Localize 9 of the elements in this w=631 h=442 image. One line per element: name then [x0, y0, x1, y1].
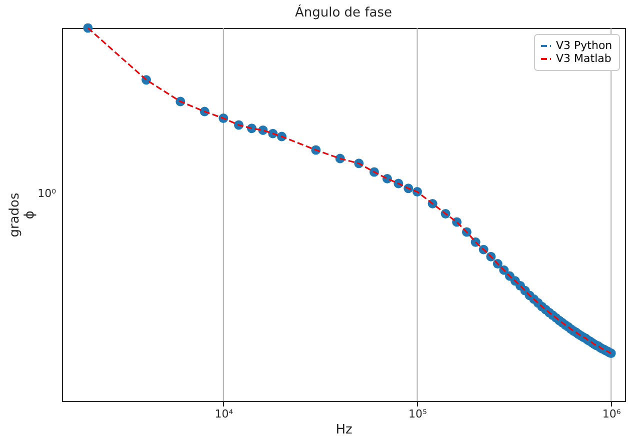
legend-label: V3 Matlab — [556, 52, 612, 65]
x-tick-label: 10⁵ — [408, 408, 427, 420]
text: 10⁰ — [38, 187, 57, 200]
x-tick-label: 10⁴ — [214, 408, 234, 420]
chart-title: Ángulo de fase — [294, 3, 392, 20]
legend-label: V3 Python — [556, 39, 612, 52]
y-axis-title: grados ϕ — [8, 192, 38, 238]
x-axis-title: Hz — [336, 422, 352, 438]
x-tick-label: 10⁶ — [602, 408, 622, 420]
